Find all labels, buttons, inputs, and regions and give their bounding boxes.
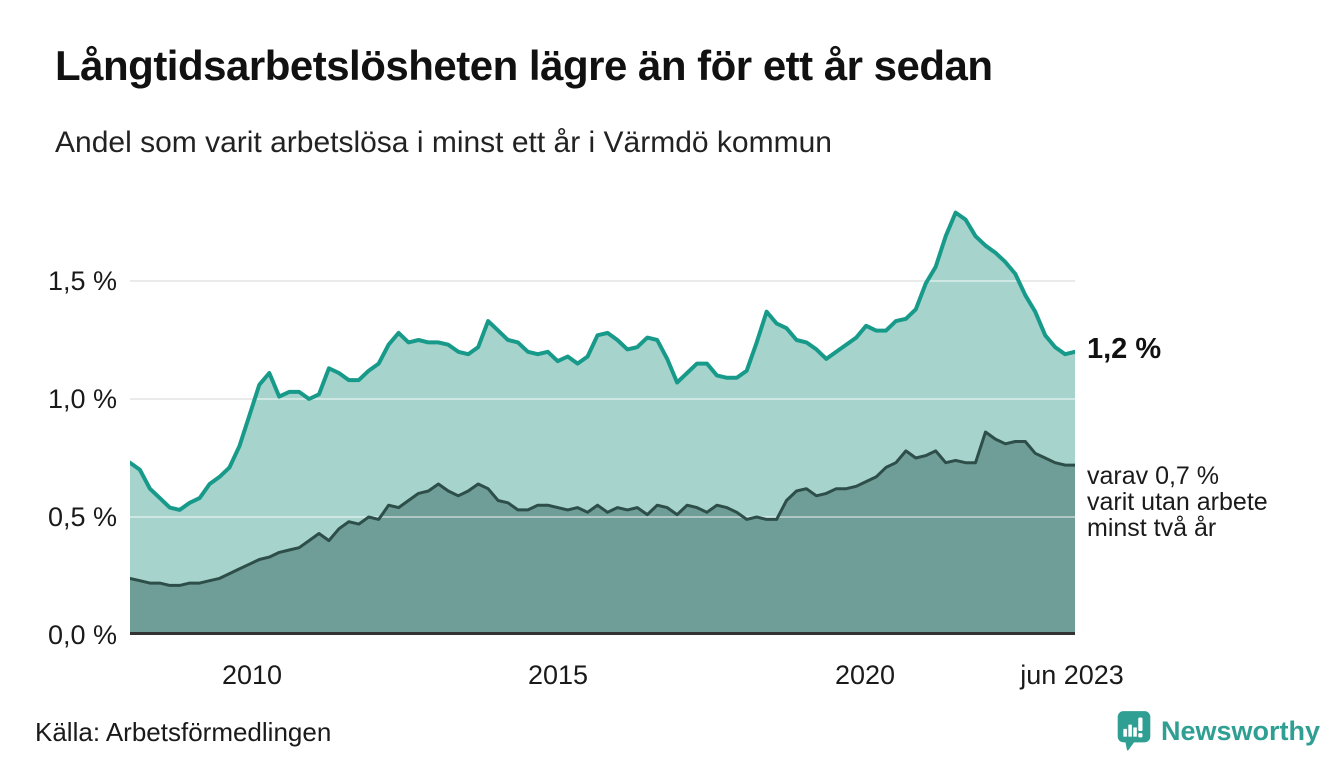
y-axis-tick-0-0: 0,0 % [47, 620, 117, 650]
area-chart-svg [128, 210, 1077, 635]
secondary-annotation-line2: varit utan arbete [1087, 488, 1268, 516]
newsworthy-logo-text: Newsworthy [1161, 715, 1321, 746]
secondary-annotation: varav 0,7 % varit utan arbete minst två … [1087, 463, 1268, 541]
y-axis-tick-1-5: 1,5 % [47, 266, 117, 296]
secondary-annotation-line1: varav 0,7 % [1087, 462, 1220, 490]
page-title: Långtidsarbetslösheten lägre än för ett … [55, 42, 993, 89]
source-credit: Källa: Arbetsförmedlingen [35, 717, 332, 747]
x-axis-tick-2015: 2015 [527, 660, 589, 690]
y-axis-tick-0-5: 0,5 % [47, 502, 117, 532]
chart-subtitle: Andel som varit arbetslösa i minst ett å… [55, 126, 832, 159]
x-axis-tick-2010: 2010 [221, 660, 283, 690]
x-axis-tick-jun-2023: jun 2023 [1020, 660, 1124, 690]
secondary-annotation-line3: minst två år [1087, 514, 1217, 542]
newsworthy-logo: Newsworthy [1117, 710, 1320, 752]
area-chart-plot [128, 180, 1077, 635]
latest-value-annotation: 1,2 % [1087, 333, 1162, 365]
y-axis-tick-1-0: 1,0 % [47, 384, 117, 414]
newsworthy-chart-bubble-icon [1117, 711, 1151, 751]
x-axis-tick-2020: 2020 [834, 660, 896, 690]
